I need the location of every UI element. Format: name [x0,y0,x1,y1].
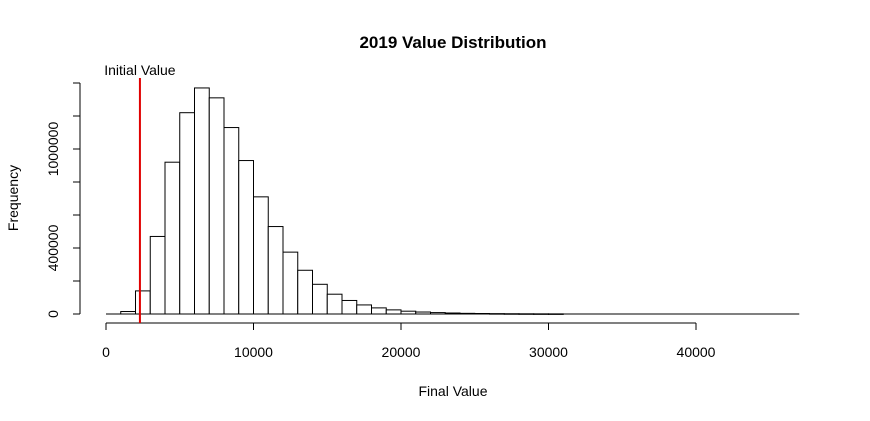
y-tick-label: 0 [45,310,61,318]
x-axis-label: Final Value [418,383,487,399]
histogram-bar [341,299,358,315]
y-axis-label: Frequency [5,165,21,231]
histogram-bar [149,235,166,315]
x-tick-label: 40000 [677,344,716,360]
histogram-bar [253,196,269,315]
histogram-bar [312,283,328,315]
histogram-bar [371,307,387,315]
y-ticks: 0 400000 1000000 [45,82,80,318]
histogram-bar [385,309,402,315]
bars-group [120,87,564,315]
histogram-bar [135,290,151,315]
histogram-bar [356,304,372,315]
initial-value-label: Initial Value [104,62,176,78]
histogram-bar [223,127,240,315]
y-tick-label: 1000000 [45,122,61,177]
histogram-bar [267,226,284,315]
histogram-bar [194,87,210,315]
chart-title: 2019 Value Distribution [359,33,546,52]
x-ticks: 0 10000 20000 30000 40000 [102,322,716,360]
histogram-bar [179,112,195,315]
histogram-bar [326,293,343,315]
histogram-bar [208,97,225,315]
histogram-bar [282,251,299,315]
histogram-bar [238,160,254,315]
x-tick-label: 10000 [234,344,273,360]
histogram-bar [297,269,313,315]
y-tick-label: 400000 [45,224,61,271]
x-tick-label: 30000 [529,344,568,360]
x-tick-label: 0 [102,344,110,360]
histogram-bar [164,161,181,315]
x-tick-label: 20000 [382,344,421,360]
